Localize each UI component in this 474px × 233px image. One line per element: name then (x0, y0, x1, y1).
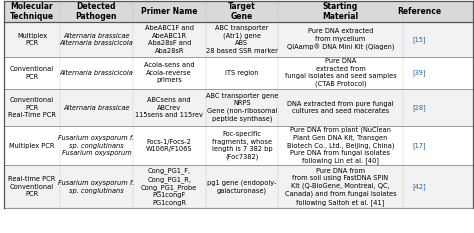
Text: ABC transporter
(Atr1) gene
ABS
28 based SSR marker: ABC transporter (Atr1) gene ABS 28 based… (206, 25, 278, 54)
Text: [17]: [17] (412, 142, 426, 149)
Text: Pure DNA from plant (NuClean
Plant Gen DNA Kit, Transgen
Biotech Co., Ltd., Beij: Pure DNA from plant (NuClean Plant Gen D… (287, 127, 394, 164)
Text: Alternaria brassicicola: Alternaria brassicicola (60, 70, 133, 76)
Text: Alternaria brassicae
Alternaria brassicicola: Alternaria brassicae Alternaria brassici… (60, 33, 133, 46)
Bar (4, 57, 473, 89)
Text: pg1 gene (endopoly-
galacturonase): pg1 gene (endopoly- galacturonase) (207, 179, 277, 194)
Text: Conventional
PCR
Real-Time PCR: Conventional PCR Real-Time PCR (8, 97, 56, 118)
Text: Fusarium oxysporum f.
sp. conglutinans: Fusarium oxysporum f. sp. conglutinans (58, 180, 135, 194)
Text: Starting
Material: Starting Material (322, 2, 358, 21)
Text: Pure DNA from
from soil using FastDNA SPIN
Kit (Q-BioGene, Montreal, QC,
Canada): Pure DNA from from soil using FastDNA SP… (285, 168, 396, 206)
Text: Foc-specific
fragments, whose
length is 7 382 bp
(Foc7382): Foc-specific fragments, whose length is … (211, 131, 272, 160)
Text: Acola-sens and
Acola-reverse
primers: Acola-sens and Acola-reverse primers (144, 62, 194, 83)
Text: Molecular
Technique: Molecular Technique (10, 2, 54, 21)
Text: [28]: [28] (412, 104, 426, 111)
Text: Multiplex PCR: Multiplex PCR (9, 143, 55, 149)
Bar (4, 1, 473, 22)
Text: Focs-1/Focs-2
W106R/F106S: Focs-1/Focs-2 W106R/F106S (146, 139, 192, 152)
Text: [42]: [42] (412, 183, 426, 190)
Text: Multiplex
PCR: Multiplex PCR (17, 33, 47, 46)
Bar (4, 89, 473, 126)
Text: [15]: [15] (412, 36, 426, 43)
Bar (4, 22, 473, 57)
Text: Real-time PCR
Conventional
PCR: Real-time PCR Conventional PCR (8, 176, 55, 197)
Text: DNA extracted from pure fungal
cultures and seed macerates: DNA extracted from pure fungal cultures … (287, 101, 394, 114)
Bar (4, 165, 473, 208)
Text: Target
Gene: Target Gene (228, 2, 256, 21)
Text: Primer Name: Primer Name (141, 7, 198, 16)
Text: Conventional
PCR: Conventional PCR (10, 66, 54, 80)
Text: AbeABC1F and
AbeABC1R
Aba28sF and
Aba28sR: AbeABC1F and AbeABC1R Aba28sF and Aba28s… (145, 25, 194, 54)
Text: Alternaria brassicae: Alternaria brassicae (63, 105, 130, 111)
Text: Reference: Reference (397, 7, 441, 16)
Text: Detected
Pathogen: Detected Pathogen (76, 2, 117, 21)
Bar (4, 126, 473, 165)
Text: Fusarium oxysporum f.
sp. conglutinans
Fusarium oxysporum: Fusarium oxysporum f. sp. conglutinans F… (58, 135, 135, 156)
Text: ITS region: ITS region (225, 70, 259, 76)
Text: ABCsens and
ABCrev
115sens and 115rev: ABCsens and ABCrev 115sens and 115rev (135, 97, 203, 118)
Text: [39]: [39] (412, 70, 426, 76)
Text: Pure DNA
extracted from
fungal isolates and seed samples
(CTAB Protocol): Pure DNA extracted from fungal isolates … (284, 58, 396, 87)
Text: Cong_PG1_F,
Cong_PG1_R,
Cong_PG1_Probe
PG1congF
PG1congR: Cong_PG1_F, Cong_PG1_R, Cong_PG1_Probe P… (141, 168, 197, 206)
Text: Pure DNA extracted
from mycelium
QIAamp® DNA Mini Kit (Qiagen): Pure DNA extracted from mycelium QIAamp®… (287, 28, 394, 51)
Text: ABC transporter gene
NRPS
Gene (non-ribosomal
peptide synthase): ABC transporter gene NRPS Gene (non-ribo… (206, 93, 278, 122)
